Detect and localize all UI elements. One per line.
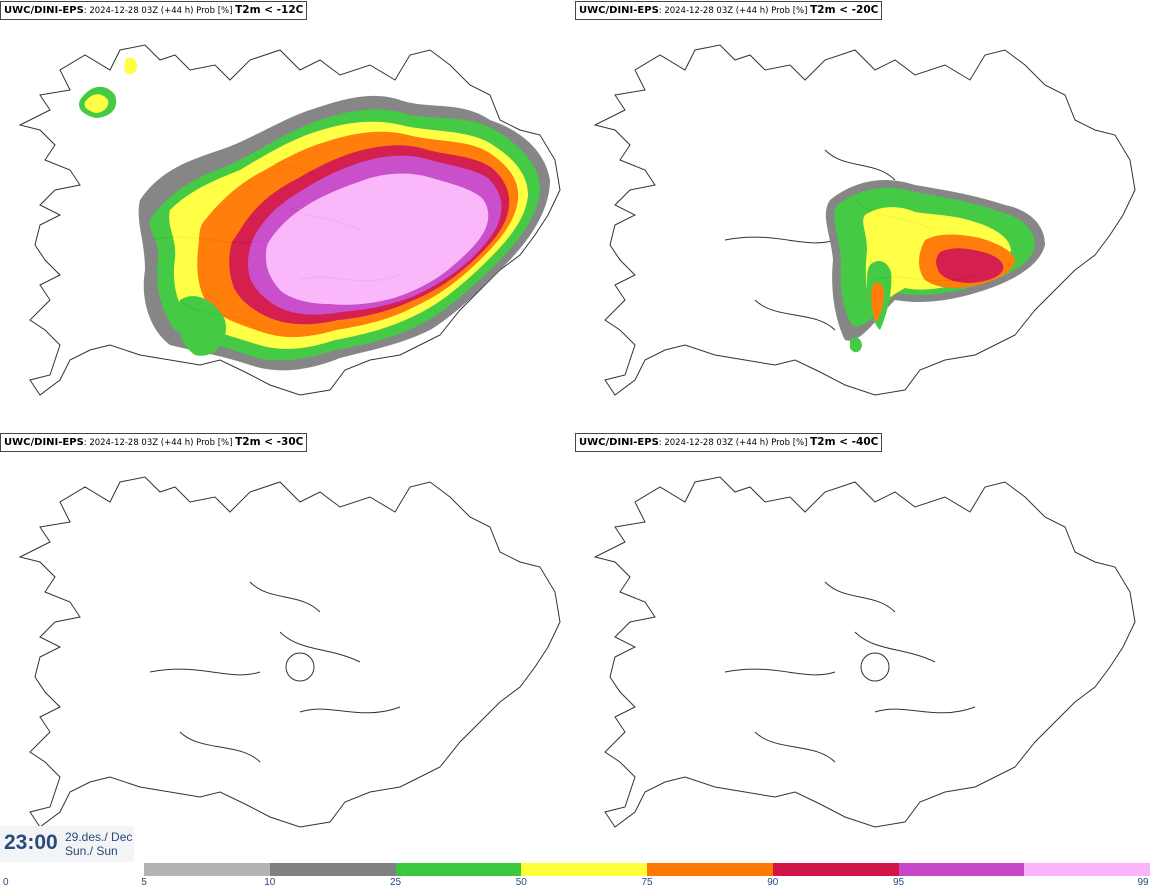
legend-swatch <box>395 863 522 876</box>
legend-tick-label: 10 <box>264 877 276 888</box>
model-source: UWC/DINI-EPS <box>4 5 84 16</box>
legend-tick-label: 5 <box>141 877 147 888</box>
probability-color-scale <box>144 863 1150 876</box>
panel-title: UWC/DINI-EPS: 2024-12-28 03Z (+44 h) Pro… <box>575 433 883 452</box>
iceland-map <box>593 476 1136 828</box>
model-source: UWC/DINI-EPS <box>4 437 84 448</box>
legend-swatch <box>647 863 773 876</box>
valid-date-text: 29.des./ Dec <box>65 830 133 844</box>
panel-title: UWC/DINI-EPS: 2024-12-28 03Z (+44 h) Pro… <box>0 1 308 20</box>
iceland-map <box>18 44 561 396</box>
legend-tick-label: 90 <box>767 877 779 888</box>
legend-swatch <box>521 863 647 876</box>
run-info: : 2024-12-28 03Z (+44 h) Prob [%] <box>658 6 808 16</box>
panel-title: UWC/DINI-EPS: 2024-12-28 03Z (+44 h) Pro… <box>575 1 883 20</box>
legend-tick-label: 75 <box>641 877 653 888</box>
model-source: UWC/DINI-EPS <box>579 437 659 448</box>
legend-swatch <box>144 863 270 876</box>
legend-tick-label: 0 <box>3 877 9 888</box>
map-panel-12c: UWC/DINI-EPS: 2024-12-28 03Z (+44 h) Pro… <box>0 0 575 432</box>
valid-time-box: 23:00 29.des./ Dec Sun./ Sun <box>0 826 134 862</box>
legend-tick-label: 95 <box>892 877 905 888</box>
model-source: UWC/DINI-EPS <box>579 5 659 16</box>
valid-day-text: Sun./ Sun <box>65 844 118 858</box>
run-info: : 2024-12-28 03Z (+44 h) Prob [%] <box>83 438 233 448</box>
map-panel-40c: UWC/DINI-EPS: 2024-12-28 03Z (+44 h) Pro… <box>575 432 1150 864</box>
legend-swatch <box>772 863 899 876</box>
iceland-map <box>18 476 561 828</box>
legend-swatch <box>898 863 1025 876</box>
threshold-label: T2m < -20C <box>810 4 879 16</box>
panel-title: UWC/DINI-EPS: 2024-12-28 03Z (+44 h) Pro… <box>0 433 308 452</box>
legend-swatch <box>1024 863 1150 876</box>
run-info: : 2024-12-28 03Z (+44 h) Prob [%] <box>658 438 808 448</box>
threshold-label: T2m < -40C <box>810 436 879 448</box>
legend-tick-label: 25 <box>389 877 402 888</box>
legend-tick-label: 99 <box>1137 877 1149 888</box>
threshold-label: T2m < -30C <box>235 436 304 448</box>
iceland-map <box>593 44 1136 396</box>
run-info: : 2024-12-28 03Z (+44 h) Prob [%] <box>83 6 233 16</box>
map-panel-20c: UWC/DINI-EPS: 2024-12-28 03Z (+44 h) Pro… <box>575 0 1150 432</box>
legend-swatch <box>269 863 396 876</box>
legend-tick-label: 50 <box>515 877 527 888</box>
map-panel-30c: UWC/DINI-EPS: 2024-12-28 03Z (+44 h) Pro… <box>0 432 575 864</box>
threshold-label: T2m < -12C <box>235 4 304 16</box>
valid-hour: 23:00 <box>4 831 58 854</box>
valid-date: 29.des./ Dec Sun./ Sun <box>65 830 132 858</box>
